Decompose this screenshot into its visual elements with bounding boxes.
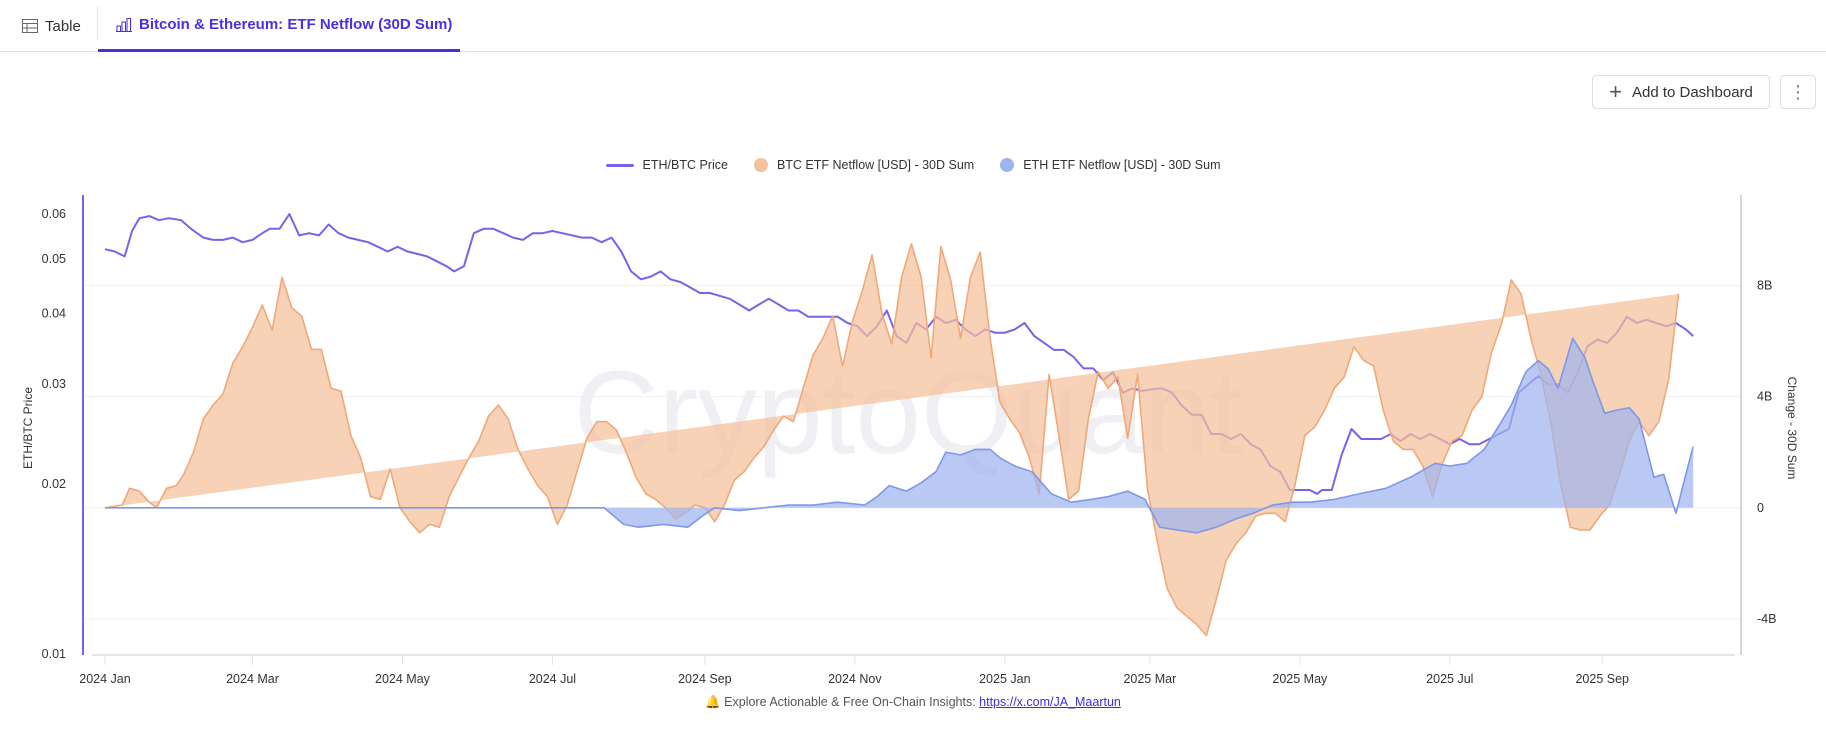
footer-promo: 🔔 Explore Actionable & Free On-Chain Ins… xyxy=(0,695,1826,710)
bell-icon: 🔔 xyxy=(705,695,721,709)
x-tick-label: 2025 Mar xyxy=(1123,672,1176,686)
x-tick-label: 2024 May xyxy=(375,672,431,686)
left-tick-label: 0.05 xyxy=(42,252,66,266)
right-axis-ticks: -4B 0 4B 8B xyxy=(1757,279,1776,626)
right-axis-title: Change - 30D Sum xyxy=(1785,377,1799,480)
tab-chart[interactable]: Bitcoin & Ethereum: ETF Netflow (30D Sum… xyxy=(98,0,460,52)
x-tick-label: 2024 Mar xyxy=(226,672,279,686)
left-tick-label: 0.06 xyxy=(42,207,66,221)
table-icon xyxy=(22,19,38,33)
legend-dot-swatch xyxy=(753,158,768,172)
legend-label: BTC ETF Netflow [USD] - 30D Sum xyxy=(776,158,975,172)
left-tick-label: 0.01 xyxy=(42,647,66,661)
legend-item-btc-etf-netflow[interactable]: BTC ETF Netflow [USD] - 30D Sum xyxy=(753,158,975,172)
add-to-dashboard-button[interactable]: + Add to Dashboard xyxy=(1592,75,1770,109)
right-tick-label: 0 xyxy=(1757,501,1764,515)
tab-table[interactable]: Table xyxy=(22,0,81,52)
left-tick-label: 0.02 xyxy=(42,477,66,491)
left-tick-label: 0.03 xyxy=(42,377,66,391)
right-tick-label: 4B xyxy=(1757,390,1772,404)
eth-series xyxy=(105,337,1694,534)
add-to-dashboard-label: Add to Dashboard xyxy=(1631,83,1753,101)
tab-divider xyxy=(97,6,98,40)
legend-line-swatch xyxy=(605,163,634,167)
btc-etf-netflow-line xyxy=(104,243,1680,637)
x-axis-ticks: 2024 Jan 2024 Mar 2024 May 2024 Jul 2024 Sep… xyxy=(79,656,1629,686)
legend-label: ETH ETF Netflow [USD] - 30D Sum xyxy=(1023,158,1221,172)
more-vertical-icon: ⋮ xyxy=(1789,81,1807,102)
btc-series xyxy=(104,243,1680,637)
footer-text: Explore Actionable & Free On-Chain Insig… xyxy=(724,695,980,709)
footer-link[interactable]: https://x.com/JA_Maartun xyxy=(979,695,1121,709)
axes xyxy=(82,195,1742,656)
bar-chart-icon xyxy=(116,17,132,32)
x-tick-label: 2025 Sep xyxy=(1575,672,1629,686)
x-tick-label: 2025 Jul xyxy=(1426,672,1473,686)
x-tick-label: 2024 Sep xyxy=(678,672,732,686)
eth-etf-netflow-line xyxy=(105,337,1694,534)
more-options-button[interactable]: ⋮ xyxy=(1780,75,1816,109)
right-tick-label: -4B xyxy=(1757,612,1776,626)
x-tick-label: 2024 Jan xyxy=(79,672,130,686)
x-tick-label: 2025 May xyxy=(1272,672,1328,686)
x-tick-label: 2024 Jul xyxy=(529,672,576,686)
x-tick-label: 2024 Nov xyxy=(828,672,882,686)
left-tick-label: 0.04 xyxy=(42,307,66,321)
plus-icon: + xyxy=(1609,79,1622,104)
legend-item-eth-btc-price[interactable]: ETH/BTC Price xyxy=(605,158,728,172)
legend-label: ETH/BTC Price xyxy=(642,158,728,172)
legend-dot-swatch xyxy=(1000,158,1015,172)
chart-legend: ETH/BTC Price BTC ETF Netflow [USD] - 30… xyxy=(0,158,1826,172)
left-axis-title: ETH/BTC Price xyxy=(21,387,35,469)
tab-chart-label: Bitcoin & Ethereum: ETF Netflow (30D Sum… xyxy=(139,16,453,33)
right-tick-label: 8B xyxy=(1757,279,1772,293)
eth-etf-netflow-area xyxy=(105,338,1694,533)
legend-item-eth-etf-netflow[interactable]: ETH ETF Netflow [USD] - 30D Sum xyxy=(1000,158,1220,172)
chart-canvas[interactable]: CryptoQuant ETH/BTC Price Change - 30D S… xyxy=(0,190,1826,690)
tab-table-label: Table xyxy=(45,17,81,35)
x-tick-label: 2025 Jan xyxy=(979,672,1030,686)
left-axis-ticks: 0.01 0.02 0.03 0.04 0.05 0.06 xyxy=(42,207,66,661)
tab-bar: Table Bitcoin & Ethereum: ETF Netflow (3… xyxy=(0,0,1826,52)
